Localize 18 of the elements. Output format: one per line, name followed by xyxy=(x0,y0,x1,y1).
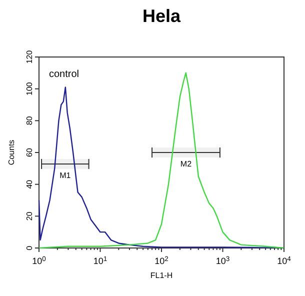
x-tick-label: 10$^{0}$ xyxy=(32,256,46,266)
y-tick-label: 100 xyxy=(25,82,34,96)
annotation: control xyxy=(49,69,80,80)
x-tick-label: 10$^{3}$ xyxy=(216,256,230,266)
y-tick-label: 40 xyxy=(25,179,34,189)
x-axis-title: FL1-H xyxy=(150,271,173,280)
band-label: M1 xyxy=(60,170,72,180)
x-tick-label: 10$^{1}$ xyxy=(93,256,108,266)
y-axis-title: Counts xyxy=(7,140,16,166)
x-tick-label: 10$^{2}$ xyxy=(154,256,169,266)
y-tick-label: 20 xyxy=(25,211,34,221)
y-tick-label: 60 xyxy=(25,148,34,157)
y-tick-label: 120 xyxy=(25,50,34,64)
chart-title: Hela xyxy=(142,6,182,26)
y-tick-label: 80 xyxy=(25,116,34,126)
y-tick-label: 0 xyxy=(25,245,34,250)
x-tick-label: 10$^{4}$ xyxy=(277,256,292,266)
band-label: M2 xyxy=(180,160,192,168)
